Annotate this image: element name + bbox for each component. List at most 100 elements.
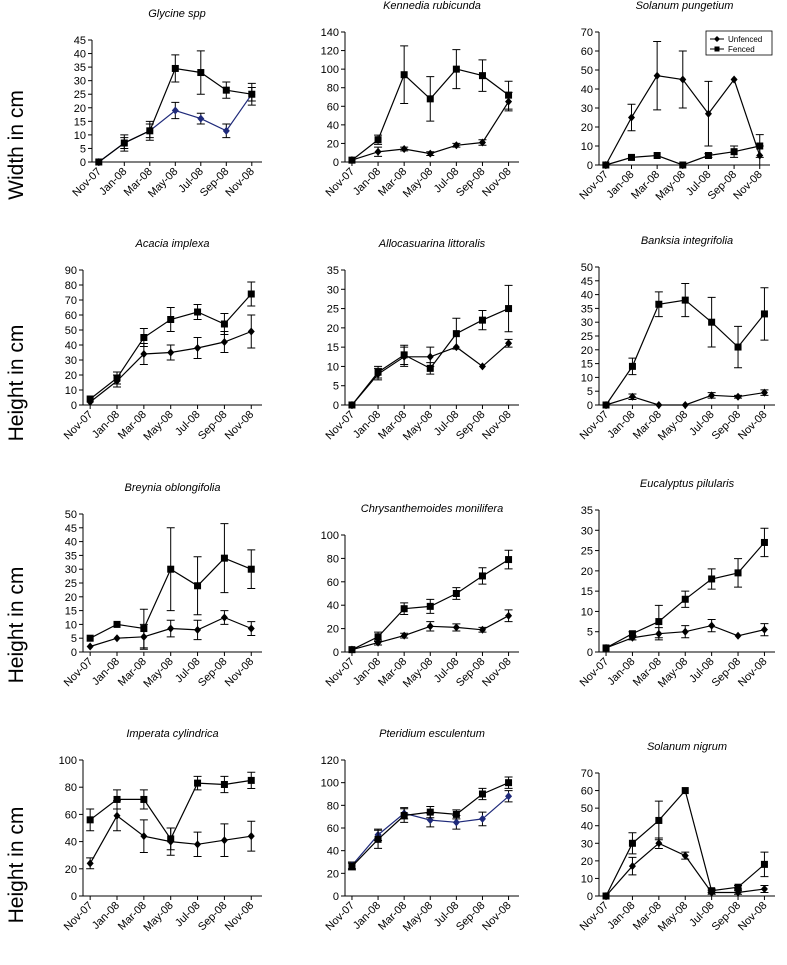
x-tick-label: Nov-08 xyxy=(223,409,257,443)
data-point-unfenced xyxy=(222,126,230,135)
chart-title: Imperata cylindrica xyxy=(126,728,218,740)
legend-box xyxy=(705,30,773,56)
y-tick-label: 45 xyxy=(65,523,77,535)
data-point-unfenced xyxy=(247,624,255,633)
y-tick-label: 60 xyxy=(581,46,593,58)
x-tick-label: Nov-08 xyxy=(731,169,765,203)
y-tick-label: 30 xyxy=(74,76,86,88)
data-point-fenced xyxy=(426,808,434,816)
data-point-unfenced xyxy=(681,851,689,860)
x-tick-label: Sep-08 xyxy=(196,656,230,690)
data-point-fenced xyxy=(628,630,636,638)
x-tick-label: Nov-07 xyxy=(70,166,104,200)
x-tick-label: May-08 xyxy=(401,656,435,690)
data-point-unfenced xyxy=(452,141,460,150)
data-point-fenced xyxy=(708,318,716,326)
y-tick-label: 10 xyxy=(581,873,593,885)
chart-panel-11: Pteridium esculentum 0 20 40 60 80 100 120 Nov-0… xyxy=(321,728,519,934)
y-tick-label: 40 xyxy=(327,846,339,858)
data-point-unfenced xyxy=(734,631,742,640)
x-tick-label: Nov-08 xyxy=(480,409,514,443)
y-tick-label: 80 xyxy=(327,83,339,95)
data-point-unfenced xyxy=(452,623,460,632)
y-tick-label: 10 xyxy=(581,141,593,153)
data-point-fenced xyxy=(197,69,205,77)
y-tick-label: 20 xyxy=(65,370,77,382)
data-point-fenced xyxy=(194,779,202,787)
data-point-fenced xyxy=(400,812,408,820)
data-point-unfenced xyxy=(760,884,768,893)
x-tick-label: Nov-07 xyxy=(577,169,611,203)
y-tick-label: 60 xyxy=(327,823,339,835)
y-tick-label: 0 xyxy=(587,160,593,172)
data-point-fenced xyxy=(602,892,610,900)
y-tick-label: 0 xyxy=(71,647,77,659)
y-tick-label: 35 xyxy=(581,505,593,517)
data-point-fenced xyxy=(452,65,460,73)
data-point-fenced xyxy=(86,634,94,642)
data-point-unfenced xyxy=(478,814,486,823)
data-point-unfenced xyxy=(113,811,121,820)
y-tick-label: 60 xyxy=(581,786,593,798)
x-tick-label: May-08 xyxy=(141,900,175,934)
data-point-fenced xyxy=(452,810,460,818)
y-tick-label: 0 xyxy=(587,647,593,659)
data-point-unfenced xyxy=(140,350,148,358)
y-tick-label: 10 xyxy=(65,385,77,397)
data-point-unfenced xyxy=(140,832,148,841)
x-tick-label: May-08 xyxy=(656,409,690,443)
data-point-fenced xyxy=(167,316,175,323)
y-tick-label: 50 xyxy=(65,509,77,521)
data-point-fenced xyxy=(247,290,255,298)
x-tick-label: Nov-08 xyxy=(480,900,514,934)
y-tick-label: 30 xyxy=(65,564,77,576)
data-point-fenced xyxy=(348,156,356,164)
x-tick-label: Sep-08 xyxy=(196,900,230,934)
x-tick-label: May-08 xyxy=(401,409,435,443)
y-tick-label: 20 xyxy=(581,856,593,868)
y-tick-label: 50 xyxy=(65,325,77,337)
data-point-fenced xyxy=(505,305,513,313)
y-tick-label: 120 xyxy=(321,755,339,767)
x-tick-label: Nov-08 xyxy=(480,656,514,690)
y-tick-label: 80 xyxy=(65,782,77,794)
x-tick-label: Nov-07 xyxy=(578,409,612,443)
data-point-fenced xyxy=(708,887,716,895)
data-point-unfenced xyxy=(194,625,202,634)
y-tick-label: 15 xyxy=(74,116,86,128)
y-tick-label: 15 xyxy=(327,342,339,354)
data-point-unfenced xyxy=(760,388,768,397)
data-point-unfenced xyxy=(628,392,636,401)
y-tick-label: 30 xyxy=(581,525,593,537)
data-point-fenced xyxy=(374,835,382,843)
data-point-fenced xyxy=(374,633,382,641)
data-point-fenced xyxy=(602,401,610,409)
data-point-fenced xyxy=(247,565,255,573)
data-point-fenced xyxy=(734,569,742,577)
data-point-fenced xyxy=(140,795,148,803)
data-point-unfenced xyxy=(426,149,434,158)
y-tick-label: 0 xyxy=(333,891,339,903)
data-point-fenced xyxy=(734,343,742,351)
y-tick-label: 20 xyxy=(581,566,593,578)
y-tick-label: 25 xyxy=(581,546,593,558)
data-point-unfenced xyxy=(478,362,486,371)
y-tick-label: 35 xyxy=(74,62,86,74)
data-point-fenced xyxy=(426,602,434,610)
x-tick-label: Nov-07 xyxy=(578,656,612,690)
chart-title: Eucalyptus pilularis xyxy=(640,478,735,490)
y-tick-label: 40 xyxy=(581,84,593,96)
data-point-fenced xyxy=(86,395,94,403)
data-point-fenced xyxy=(681,296,689,304)
y-tick-label: 20 xyxy=(327,868,339,880)
y-tick-label: 60 xyxy=(65,809,77,821)
data-point-unfenced xyxy=(171,106,179,115)
y-tick-label: 5 xyxy=(80,143,86,155)
data-point-unfenced xyxy=(628,862,636,871)
y-tick-label: 20 xyxy=(74,103,86,115)
data-point-unfenced xyxy=(167,624,175,633)
data-point-unfenced xyxy=(505,792,513,801)
data-point-fenced xyxy=(222,86,230,94)
